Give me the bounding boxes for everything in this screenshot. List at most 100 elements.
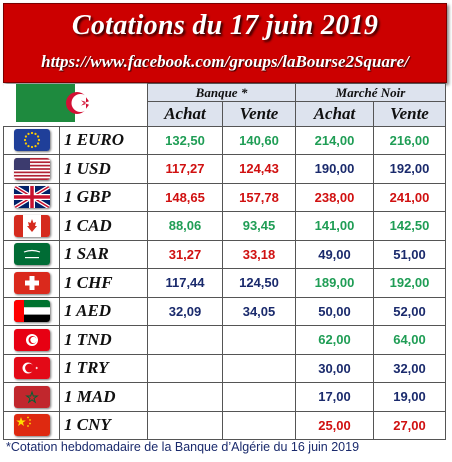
table-row: 1 CAD 88,06 93,45 141,00 142,50 <box>3 211 446 241</box>
black-buy-cell: 49,00 <box>295 239 374 269</box>
bank-buy-cell: 32,09 <box>147 296 223 326</box>
ma-flag-icon <box>13 385 50 408</box>
algeria-flag-cell <box>3 83 148 126</box>
flag-cell <box>3 154 60 184</box>
group-url[interactable]: https://www.facebook.com/groups/laBourse… <box>41 52 409 71</box>
table-row: 1 GBP 148,65 157,78 238,00 241,00 <box>3 182 446 212</box>
currency-label: 1 CAD <box>59 211 148 241</box>
black-buy-cell: 190,00 <box>295 154 374 184</box>
black-sell-cell: 64,00 <box>373 325 446 355</box>
bank-buy-cell: 132,50 <box>147 125 223 155</box>
page-title: Cotations du 17 juin 2019 <box>71 10 379 41</box>
black-sell-cell: 52,00 <box>373 296 446 326</box>
black-sell-cell: 142,50 <box>373 211 446 241</box>
cn-flag-icon <box>13 414 50 437</box>
black-buy-cell: 50,00 <box>295 296 374 326</box>
black-buy-cell: 214,00 <box>295 125 374 155</box>
table-row: 1 CNY 25,00 27,00 <box>3 410 446 440</box>
bank-sell-cell <box>222 325 296 355</box>
group-black-market-header: Marché Noir <box>295 82 446 103</box>
black-sell-cell: 19,00 <box>373 382 446 412</box>
bank-sell-cell <box>222 382 296 412</box>
uk-flag-icon <box>13 186 50 209</box>
flag-cell <box>3 239 60 269</box>
table-row: 1 AED 32,09 34,05 50,00 52,00 <box>3 296 446 326</box>
black-sell-cell: 27,00 <box>373 410 446 440</box>
flag-cell <box>3 382 60 412</box>
currency-label: 1 USD <box>59 154 148 184</box>
bank-sell-cell: 124,43 <box>222 154 296 184</box>
dz-flag-icon <box>16 83 135 126</box>
bank-buy-cell: 117,27 <box>147 154 223 184</box>
bank-buy-cell: 117,44 <box>147 268 223 298</box>
black-sell-cell: 51,00 <box>373 239 446 269</box>
col-black-buy-header: Achat <box>295 101 374 127</box>
black-buy-cell: 17,00 <box>295 382 374 412</box>
black-buy-cell: 30,00 <box>295 353 374 383</box>
exchange-rates-table: Banque * Marché Noir Achat Vente Achat V… <box>3 82 446 440</box>
ch-flag-icon <box>13 271 50 294</box>
flag-cell <box>3 268 60 298</box>
black-sell-cell: 192,00 <box>373 268 446 298</box>
table-row: 1 USD 117,27 124,43 190,00 192,00 <box>3 154 446 184</box>
currency-label: 1 CHF <box>59 268 148 298</box>
bank-buy-cell <box>147 325 223 355</box>
bank-sell-cell: 140,60 <box>222 125 296 155</box>
currency-label: 1 SAR <box>59 239 148 269</box>
col-bank-sell-header: Vente <box>222 101 296 127</box>
flag-cell <box>3 211 60 241</box>
flag-cell <box>3 182 60 212</box>
group-bank-header: Banque * <box>147 82 296 103</box>
bank-buy-cell <box>147 353 223 383</box>
currency-label: 1 TRY <box>59 353 148 383</box>
ae-flag-icon <box>13 300 50 323</box>
flag-cell <box>3 325 60 355</box>
bank-sell-cell: 33,18 <box>222 239 296 269</box>
currency-label: 1 MAD <box>59 382 148 412</box>
black-buy-cell: 238,00 <box>295 182 374 212</box>
flag-cell <box>3 410 60 440</box>
rates-card: Cotations du 17 juin 2019 https://www.fa… <box>3 3 447 83</box>
bank-buy-cell <box>147 410 223 440</box>
bank-sell-cell: 93,45 <box>222 211 296 241</box>
ca-flag-icon <box>13 214 50 237</box>
flag-cell <box>3 353 60 383</box>
bank-sell-cell <box>222 353 296 383</box>
bank-sell-cell <box>222 410 296 440</box>
flag-cell <box>3 125 60 155</box>
table-row: 1 CHF 117,44 124,50 189,00 192,00 <box>3 268 446 298</box>
currency-label: 1 EURO <box>59 125 148 155</box>
black-buy-cell: 141,00 <box>295 211 374 241</box>
table-row: 1 TRY 30,00 32,00 <box>3 353 446 383</box>
black-buy-cell: 189,00 <box>295 268 374 298</box>
flag-cell <box>3 296 60 326</box>
bank-sell-cell: 34,05 <box>222 296 296 326</box>
bank-buy-cell <box>147 382 223 412</box>
footnote: *Cotation hebdomadaire de la Banque d’Al… <box>6 440 360 454</box>
black-sell-cell: 241,00 <box>373 182 446 212</box>
sa-flag-icon <box>13 243 50 266</box>
currency-label: 1 GBP <box>59 182 148 212</box>
tr-flag-icon <box>13 357 50 380</box>
bank-buy-cell: 31,27 <box>147 239 223 269</box>
table-row: 1 EURO 132,50 140,60 214,00 216,00 <box>3 125 446 155</box>
currency-label: 1 CNY <box>59 410 148 440</box>
table-row: 1 TND 62,00 64,00 <box>3 325 446 355</box>
title-banner: Cotations du 17 juin 2019 https://www.fa… <box>3 3 447 83</box>
table-row: 1 MAD 17,00 19,00 <box>3 382 446 412</box>
black-buy-cell: 25,00 <box>295 410 374 440</box>
table-row: 1 SAR 31,27 33,18 49,00 51,00 <box>3 239 446 269</box>
col-bank-buy-header: Achat <box>147 101 223 127</box>
eu-flag-icon <box>13 129 50 152</box>
tn-flag-icon <box>13 328 50 351</box>
bank-sell-cell: 157,78 <box>222 182 296 212</box>
black-sell-cell: 192,00 <box>373 154 446 184</box>
currency-label: 1 AED <box>59 296 148 326</box>
black-sell-cell: 32,00 <box>373 353 446 383</box>
us-flag-icon <box>13 157 50 180</box>
bank-buy-cell: 88,06 <box>147 211 223 241</box>
black-sell-cell: 216,00 <box>373 125 446 155</box>
bank-buy-cell: 148,65 <box>147 182 223 212</box>
bank-sell-cell: 124,50 <box>222 268 296 298</box>
black-buy-cell: 62,00 <box>295 325 374 355</box>
